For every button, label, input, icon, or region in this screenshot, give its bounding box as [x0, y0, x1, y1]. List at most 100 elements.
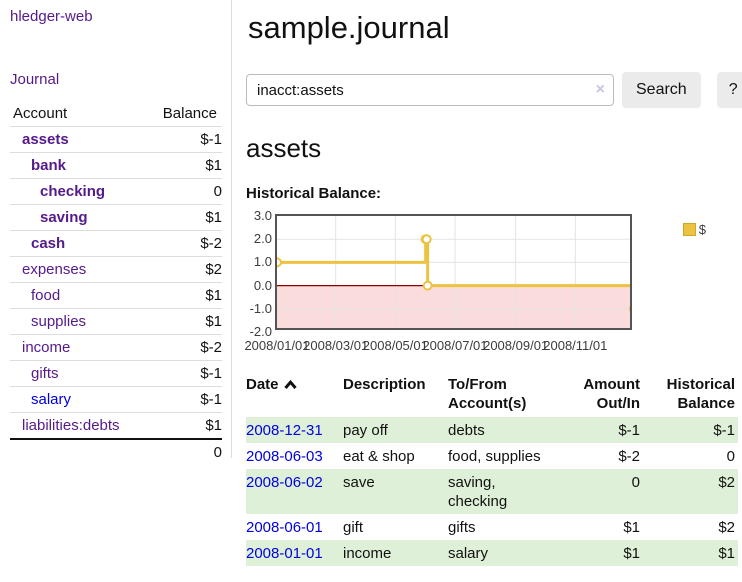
- account-name-cell: gifts: [10, 360, 160, 387]
- transaction-accounts: salary: [448, 545, 489, 562]
- chart-data-point: [277, 257, 282, 268]
- transaction-date-link[interactable]: 2008-01-01: [246, 545, 323, 562]
- sidebar-account-link-supplies[interactable]: supplies: [31, 313, 87, 330]
- balance-chart: 3.0 2.0 1.0 0.0 -1.0 -2.0 2008/01/01 2008/03/01…: [244, 208, 742, 357]
- transaction-amount: $1: [623, 545, 640, 562]
- description-column-header: Description: [343, 376, 426, 393]
- legend-label: $: [698, 222, 706, 237]
- chart-title: Historical Balance:: [246, 185, 382, 202]
- transaction-row: 2008-06-01 gift gifts $1 $2: [246, 514, 738, 540]
- transaction-date-link[interactable]: 2008-06-01: [246, 519, 323, 536]
- account-column-header: Account: [10, 101, 160, 127]
- transaction-amount: $1: [623, 519, 640, 536]
- account-name-cell: cash: [10, 230, 160, 257]
- transaction-accounts: debts: [448, 422, 485, 439]
- legend-swatch: [682, 223, 696, 236]
- x-axis-tick-label: 2008/07/01: [422, 338, 488, 353]
- account-balance: $-1: [160, 360, 222, 387]
- x-axis-tick-label: 2008/03/01: [303, 338, 369, 353]
- transaction-description: save: [343, 474, 375, 491]
- account-name-cell: assets: [10, 126, 160, 153]
- chart-data-point: [629, 305, 630, 312]
- transaction-row: 2008-06-02 save saving, checking 0 $2: [246, 469, 738, 514]
- balance-column-header-main: Historical Balance: [666, 376, 735, 412]
- y-axis-tick-label: 1.0: [253, 254, 272, 270]
- account-balance: $1: [160, 152, 222, 179]
- sidebar-account-link-saving[interactable]: saving: [40, 209, 88, 226]
- search-input[interactable]: [246, 74, 614, 106]
- transaction-amount: 0: [631, 474, 640, 491]
- sidebar-account-link-liabilities-debts[interactable]: liabilities:debts: [22, 417, 120, 434]
- transaction-description: gift: [343, 519, 364, 536]
- transaction-date-cell: 2008-01-01: [246, 540, 343, 566]
- account-row: bank $1: [10, 152, 222, 179]
- account-balance: $-2: [160, 230, 222, 257]
- clear-search-icon[interactable]: ×: [595, 81, 605, 98]
- page-title: sample.journal: [248, 10, 450, 45]
- account-name-cell: checking: [10, 178, 160, 205]
- transaction-balance: $2: [718, 519, 735, 536]
- transaction-date-link[interactable]: 2008-06-03: [246, 448, 323, 465]
- x-axis-tick-label: 2008/11/01: [543, 338, 608, 353]
- sidebar-account-link-food[interactable]: food: [31, 287, 61, 304]
- account-row: cash $-2: [10, 230, 222, 257]
- chart-plot-area: [275, 214, 632, 330]
- account-name-cell: bank: [10, 152, 160, 179]
- sidebar-account-link-checking[interactable]: checking: [40, 183, 106, 200]
- chart-legend: $: [680, 221, 708, 238]
- account-balance: $1: [160, 282, 222, 309]
- transaction-date-cell: 2008-06-01: [246, 514, 343, 540]
- chart-data-point: [422, 280, 433, 291]
- transaction-date-link[interactable]: 2008-12-31: [246, 422, 323, 439]
- sidebar-item-journal[interactable]: Journal: [10, 71, 60, 88]
- transactions-header-row: Date Description To/From Account(s) Amou…: [246, 373, 738, 417]
- account-row: liabilities:debts $1: [10, 412, 222, 440]
- app-title-link[interactable]: hledger-web: [10, 8, 93, 25]
- account-row: income $-2: [10, 334, 222, 361]
- sidebar-account-link-income[interactable]: income: [22, 339, 71, 356]
- account-name-cell: saving: [10, 204, 160, 231]
- search-button[interactable]: Search: [622, 72, 701, 108]
- transactions-table: Date Description To/From Account(s) Amou…: [246, 373, 738, 566]
- sidebar-account-link-assets[interactable]: assets: [22, 131, 69, 148]
- transaction-balance: $1: [718, 545, 735, 562]
- account-name-cell: supplies: [10, 308, 160, 335]
- sidebar-account-link-cash[interactable]: cash: [31, 235, 66, 252]
- sidebar: hledger-web Journal Account Balance asse…: [0, 0, 232, 465]
- account-balance: $1: [160, 412, 222, 440]
- transaction-description: pay off: [343, 422, 388, 439]
- account-row: supplies $1: [10, 308, 222, 335]
- account-row: gifts $-1: [10, 360, 222, 387]
- account-row: saving $1: [10, 204, 222, 231]
- account-balance: $-1: [160, 386, 222, 413]
- transaction-date-cell: 2008-06-03: [246, 443, 343, 469]
- account-name-cell: food: [10, 282, 160, 309]
- account-row: assets $-1: [10, 126, 222, 153]
- account-name-cell: expenses: [10, 256, 160, 283]
- date-column-header[interactable]: Date: [246, 373, 343, 417]
- account-name-cell: income: [10, 334, 160, 361]
- sidebar-account-link-salary[interactable]: salary: [31, 391, 72, 408]
- y-axis-tick-label: -2.0: [249, 324, 272, 339]
- accounts-total-value: 0: [160, 438, 222, 465]
- sidebar-account-link-gifts[interactable]: gifts: [31, 365, 59, 382]
- account-balance: $-1: [160, 126, 222, 153]
- transaction-amount: $-1: [618, 422, 640, 439]
- account-row: expenses $2: [10, 256, 222, 283]
- help-button[interactable]: ?: [716, 72, 742, 108]
- sidebar-account-link-expenses[interactable]: expenses: [22, 261, 87, 278]
- x-axis-tick-label: 2008/09/01: [483, 338, 549, 353]
- transaction-description: eat & shop: [343, 448, 415, 465]
- transaction-accounts: saving, checking: [448, 474, 508, 510]
- accounts-table-header: Account Balance: [10, 101, 222, 127]
- account-row: salary $-1: [10, 386, 222, 413]
- account-balance: $-2: [160, 334, 222, 361]
- transaction-balance: $2: [718, 474, 735, 491]
- y-axis-tick-label: -1.0: [249, 300, 272, 316]
- sidebar-account-link-bank[interactable]: bank: [31, 157, 67, 174]
- transaction-row: 2008-01-01 income salary $1 $1: [246, 540, 738, 566]
- transaction-date-link[interactable]: 2008-06-02: [246, 474, 323, 491]
- account-row: food $1: [10, 282, 222, 309]
- y-axis-tick-label: 3.0: [253, 208, 272, 223]
- transaction-row: 2008-12-31 pay off debts $-1 $-1: [246, 417, 738, 443]
